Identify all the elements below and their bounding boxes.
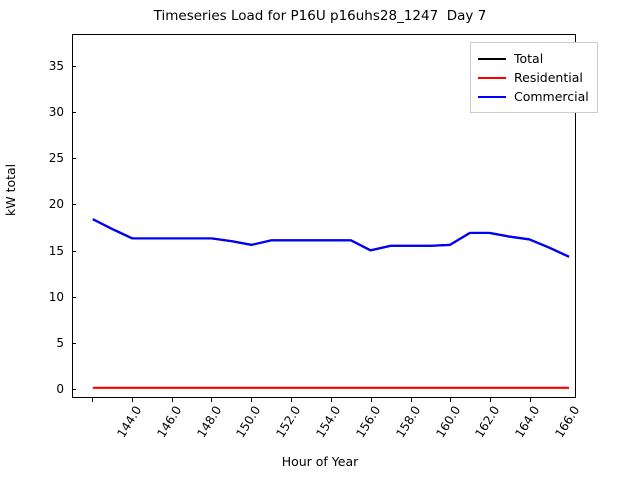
y-tick-label: 30 bbox=[48, 105, 64, 120]
x-tick-label: 150.0 bbox=[233, 403, 264, 441]
y-tick-label: 15 bbox=[48, 243, 64, 258]
x-tick-mark bbox=[91, 398, 93, 402]
plot-lines bbox=[92, 218, 570, 389]
x-tick-mark bbox=[251, 398, 253, 402]
y-tick-mark bbox=[72, 342, 76, 344]
legend-label: Total bbox=[514, 51, 544, 66]
y-tick-label: 5 bbox=[56, 335, 64, 350]
x-tick-mark bbox=[490, 398, 492, 402]
x-tick-mark bbox=[291, 398, 293, 402]
y-tick-mark bbox=[72, 296, 76, 298]
legend-swatch-icon bbox=[478, 57, 506, 60]
y-axis-tick-labels: 0 5 10 15 20 25 30 35 bbox=[0, 34, 64, 398]
legend-item: Commercial bbox=[478, 87, 589, 106]
x-tick-label: 152.0 bbox=[273, 403, 304, 441]
x-axis-label: Hour of Year bbox=[281, 454, 359, 469]
x-tick-label: 162.0 bbox=[472, 403, 503, 441]
x-tick-label: 164.0 bbox=[512, 403, 543, 441]
y-tick-label: 25 bbox=[48, 151, 64, 166]
y-tick-mark bbox=[72, 112, 76, 114]
x-tick-label: 154.0 bbox=[313, 403, 344, 441]
x-tick-mark bbox=[370, 398, 372, 402]
y-tick-mark bbox=[72, 204, 76, 206]
x-tick-mark bbox=[410, 398, 412, 402]
y-tick-mark bbox=[72, 388, 76, 390]
y-tick-label: 35 bbox=[48, 59, 64, 74]
x-tick-label: 146.0 bbox=[154, 403, 185, 441]
legend-label: Commercial bbox=[514, 89, 589, 104]
x-tick-label: 156.0 bbox=[353, 403, 384, 441]
y-tick-mark bbox=[72, 66, 76, 68]
y-tick-label: 20 bbox=[48, 197, 64, 212]
legend-item: Residential bbox=[478, 68, 589, 87]
legend-swatch-icon bbox=[478, 76, 506, 79]
legend-swatch-icon bbox=[478, 95, 506, 98]
chart-title: Timeseries Load for P16U p16uhs28_1247 D… bbox=[153, 8, 487, 24]
x-tick-mark bbox=[530, 398, 532, 402]
x-tick-mark bbox=[330, 398, 332, 402]
series-line-commercial bbox=[92, 218, 570, 258]
x-tick-label: 144.0 bbox=[114, 403, 145, 441]
x-tick-label: 148.0 bbox=[193, 403, 224, 441]
y-tick-mark bbox=[72, 158, 76, 160]
legend-label: Residential bbox=[514, 70, 583, 85]
y-tick-label: 10 bbox=[48, 289, 64, 304]
x-tick-mark bbox=[131, 398, 133, 402]
x-tick-label: 166.0 bbox=[552, 403, 583, 441]
x-tick-mark bbox=[171, 398, 173, 402]
legend-item: Total bbox=[478, 49, 589, 68]
x-tick-label: 160.0 bbox=[432, 403, 464, 441]
x-tick-mark bbox=[211, 398, 213, 402]
y-tick-label: 0 bbox=[56, 381, 64, 396]
x-tick-label: 158.0 bbox=[393, 403, 424, 441]
x-tick-mark bbox=[450, 398, 452, 402]
chart-legend: Total Residential Commercial bbox=[470, 42, 598, 113]
y-tick-mark bbox=[72, 250, 76, 252]
